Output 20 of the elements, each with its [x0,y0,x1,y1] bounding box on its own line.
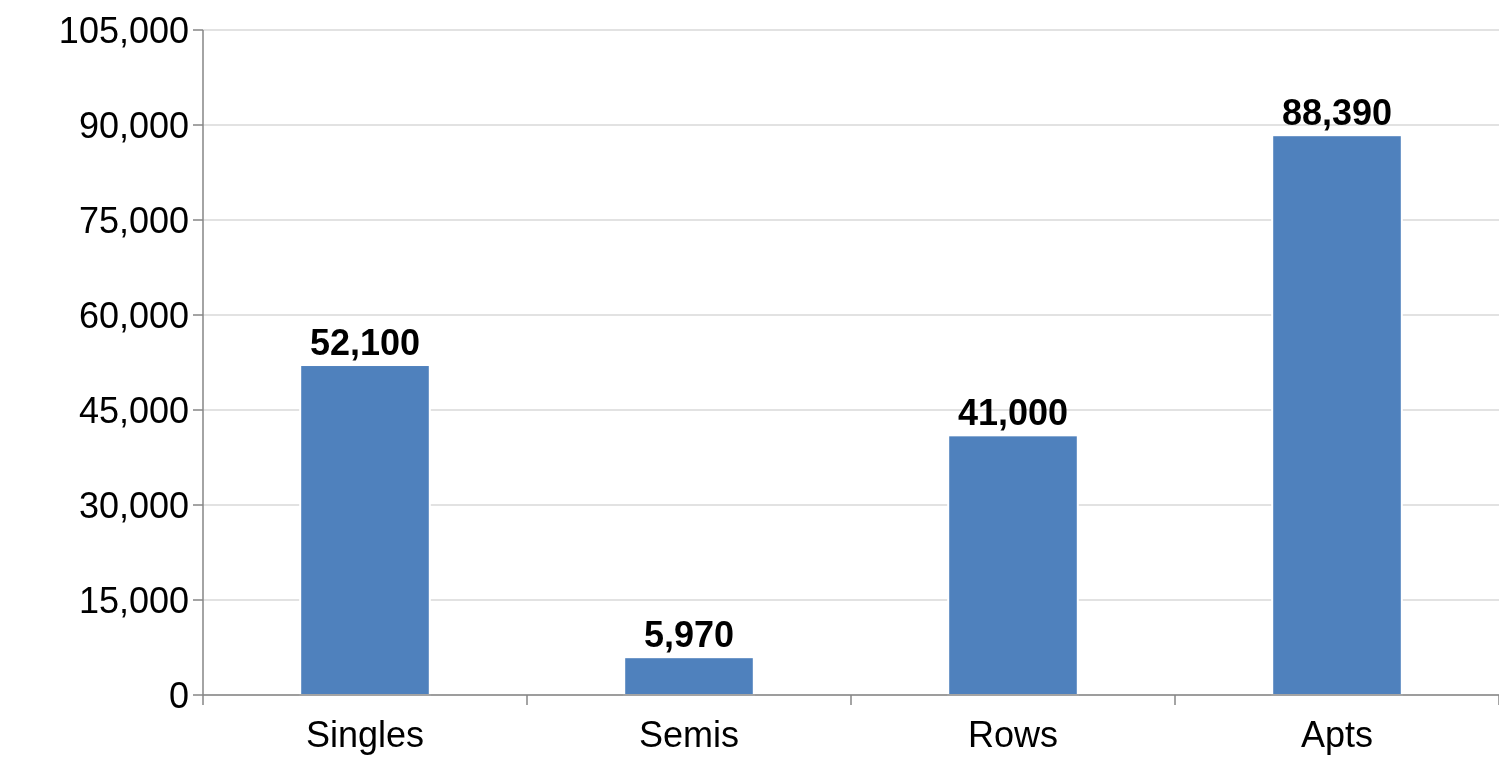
bar [1271,134,1403,696]
bar [623,656,755,696]
data-label: 41,000 [957,392,1069,434]
x-tick-label: Semis [638,714,740,755]
data-label: 5,970 [643,614,735,656]
y-tick-label: 0 [168,674,189,716]
y-tick-label: 60,000 [78,294,189,336]
bar [299,364,431,696]
y-tick-label: 30,000 [78,484,189,526]
y-tick-label: 90,000 [78,104,189,146]
y-tick-label: 75,000 [78,199,189,241]
y-tick-label: 105,000 [58,9,189,51]
x-tick-label: Singles [305,714,425,755]
x-tick-label: Apts [1300,714,1374,755]
y-tick-label: 45,000 [78,389,189,431]
data-label: 52,100 [309,322,421,364]
x-tick-label: Rows [967,714,1059,755]
bar [947,434,1079,696]
data-label: 88,390 [1281,92,1393,134]
y-tick-label: 15,000 [78,579,189,621]
